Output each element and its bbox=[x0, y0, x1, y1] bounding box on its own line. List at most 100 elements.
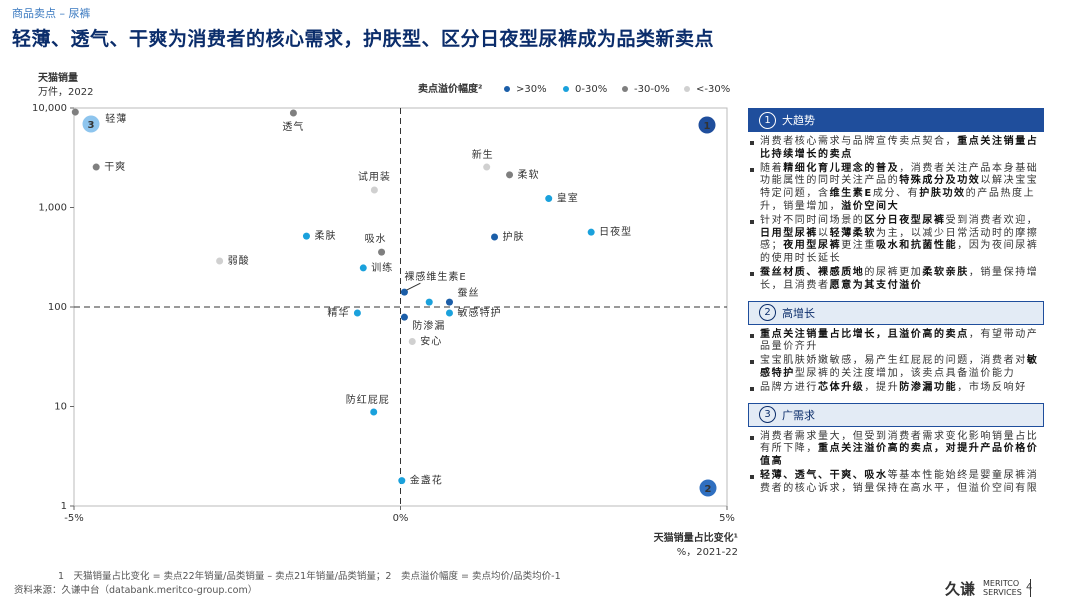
text: 以 bbox=[818, 227, 830, 239]
quadrant-marker bbox=[699, 479, 717, 497]
point bbox=[353, 309, 361, 317]
x-tick-label: -5% bbox=[64, 513, 83, 524]
legend-label: <-30% bbox=[696, 84, 730, 95]
bullet: 轻薄、透气、干爽、吸水等基本性能始终是婴童尿裤消费者的核心诉求，销量保持在高水平… bbox=[748, 470, 1044, 496]
bullet: 消费者需求量大，但受到消费者需求变化影响销量占比有所下降，重点关注溢价高的卖点，… bbox=[748, 431, 1044, 469]
text: 消费者需求量大，但受到消费者需求变化影响销量占比有所下降， bbox=[760, 430, 1039, 455]
text: ，消费者关注产品本身基础功能属性的同时关注产品的 bbox=[760, 162, 1039, 187]
bold-text: 轻薄柔软 bbox=[829, 227, 877, 239]
quadrant-number: 2 bbox=[705, 484, 712, 495]
text: 更注重 bbox=[841, 240, 877, 252]
y-tick-label: 10,000 bbox=[32, 103, 67, 114]
bold-text: 重点关注销量占比持续增长的卖点 bbox=[760, 136, 1039, 160]
bold-text: 柔软亲肤 bbox=[922, 266, 969, 278]
text: 型尿裤的关注度增加，该卖点具备溢价能力 bbox=[794, 367, 1016, 379]
point-label: 透气 bbox=[282, 120, 304, 133]
text: ，提升 bbox=[864, 381, 900, 393]
point bbox=[400, 288, 408, 296]
point bbox=[302, 232, 310, 240]
panel-section: 2 高增长重点关注销量占比增长，且溢价高的卖点，有望带动产品量价齐升 宝宝肌肤娇嫩敏… bbox=[748, 300, 1044, 395]
side-panel: 1 大趋势消费者核心需求与品牌宣传卖点契合，重点关注销量占比持续增长的卖点随着精细… bbox=[748, 108, 1044, 504]
panel-section: 1 大趋势消费者核心需求与品牌宣传卖点契合，重点关注销量占比持续增长的卖点随着精细… bbox=[748, 108, 1044, 293]
point bbox=[506, 171, 514, 179]
bullet: 重点关注销量占比增长，且溢价高的卖点，有望带动产品量价齐升 bbox=[748, 329, 1044, 355]
quadrant-marker bbox=[698, 116, 716, 134]
point bbox=[92, 163, 100, 171]
point bbox=[359, 264, 367, 272]
section-header: 3 广需求 bbox=[748, 402, 1044, 427]
bold-text: 特殊成分及功效 bbox=[899, 175, 981, 187]
point bbox=[71, 108, 79, 116]
text: 宝宝肌肤娇嫩敏感，易产生红屁屁的问题，消费者对 bbox=[760, 355, 1027, 367]
bold-text: 敏感特护 bbox=[760, 355, 1039, 379]
point-label: 柔肤 bbox=[314, 229, 336, 242]
legend-label: 0-30% bbox=[575, 84, 607, 95]
section-header: 2 高增长 bbox=[748, 300, 1044, 325]
point-label: 干爽 bbox=[104, 161, 126, 173]
bold-text: 日用型尿裤 bbox=[760, 227, 818, 239]
text: 的尿裤更加 bbox=[864, 266, 923, 278]
text: 等基本性能始终是婴童尿裤消费者的核心诉求，销量保持在高水平，但溢价空间有限 bbox=[760, 469, 1039, 494]
point-label: 敏感特护 bbox=[457, 306, 501, 319]
point-label: 柔软 bbox=[518, 168, 540, 181]
text: ，市场反响好 bbox=[957, 381, 1027, 393]
y-axis-subtitle: 万件，2022 bbox=[38, 86, 93, 98]
point-label: 吸水 bbox=[365, 233, 387, 245]
text: 随着 bbox=[760, 162, 784, 174]
section-number: 1 bbox=[759, 111, 776, 129]
point bbox=[378, 248, 386, 256]
legend-title: 卖点溢价幅度² bbox=[418, 82, 482, 95]
breadcrumb: 商品卖点 – 尿裤 bbox=[12, 7, 91, 20]
point-label: 精华 bbox=[327, 306, 349, 319]
bullet: 品牌方进行芯体升级，提升防渗漏功能，市场反响好 bbox=[748, 382, 1044, 395]
point bbox=[408, 338, 416, 346]
bold-text: 溢价空间大 bbox=[841, 200, 900, 212]
bullet: 蚕丝材质、裸感质地的尿裤更加柔软亲肤，销量保持增长，且消费者愿意为其支付溢价 bbox=[748, 267, 1044, 293]
bold-text: 芯体升级 bbox=[818, 381, 865, 393]
point-label: 安心 bbox=[420, 335, 442, 348]
footnote: 1 天猫销量占比变化 = 卖点22年销量/品类销量 – 卖点21年销量/品类销量… bbox=[58, 571, 561, 582]
point-label: 轻薄 bbox=[105, 112, 127, 125]
source: 资料来源：久谦中台（databank.meritco-group.com） bbox=[14, 585, 258, 596]
section-title: 广需求 bbox=[782, 408, 815, 422]
point bbox=[216, 257, 224, 265]
legend-label: -30-0% bbox=[634, 84, 670, 95]
text: 针对不同时间场景的 bbox=[760, 214, 865, 226]
bullet: 随着精细化育儿理念的普及，消费者关注产品本身基础功能属性的同时关注产品的特殊成分… bbox=[748, 163, 1044, 214]
point bbox=[545, 195, 553, 203]
bold-text: 夜用型尿裤 bbox=[783, 240, 842, 252]
text: 为主，以减少日常活动时的摩擦感； bbox=[760, 227, 1039, 252]
point bbox=[587, 228, 595, 236]
point-label: 日夜型 bbox=[599, 225, 632, 238]
y-tick-label: 1,000 bbox=[38, 203, 67, 214]
point-label: 新生 bbox=[472, 148, 494, 161]
bold-text: 蚕丝材质、裸感质地 bbox=[760, 266, 865, 278]
point bbox=[445, 309, 453, 317]
text: 受到消费者欢迎， bbox=[945, 214, 1039, 226]
point bbox=[400, 313, 408, 321]
quadrant-number: 1 bbox=[704, 121, 711, 132]
text: 消费者核心需求与品牌宣传卖点契合， bbox=[760, 136, 958, 147]
bold-text: 防渗漏功能 bbox=[899, 381, 958, 393]
x-tick-label: 5% bbox=[719, 513, 735, 524]
section-title: 高增长 bbox=[782, 306, 815, 320]
logo: 久谦 bbox=[945, 580, 976, 598]
point bbox=[425, 298, 433, 306]
panel-section: 3 广需求消费者需求量大，但受到消费者需求变化影响销量占比有所下降，重点关注溢价高… bbox=[748, 402, 1044, 496]
bold-text: 精细化育儿理念的普及 bbox=[783, 162, 900, 174]
bold-text: 重点关注销量占比增长，且溢价高的卖点 bbox=[760, 328, 969, 340]
section-number: 2 bbox=[759, 304, 776, 322]
point-label: 护肤 bbox=[503, 230, 525, 243]
y-tick-label: 1 bbox=[61, 501, 67, 512]
point bbox=[289, 109, 297, 117]
y-tick-label: 100 bbox=[48, 302, 67, 313]
point-label: 皇室 bbox=[557, 192, 579, 205]
bullet: 宝宝肌肤娇嫩敏感，易产生红屁屁的问题，消费者对敏感特护型尿裤的关注度增加，该卖点… bbox=[748, 355, 1044, 381]
text: ，销量保持增长，且消费者 bbox=[760, 266, 1039, 291]
point-label: 防红屁屁 bbox=[346, 393, 390, 406]
page-number: 4 bbox=[1026, 582, 1033, 593]
bold-text: 护肤功效 bbox=[919, 188, 966, 200]
text: 品牌方进行 bbox=[760, 381, 818, 393]
section-header: 1 大趋势 bbox=[748, 108, 1044, 132]
